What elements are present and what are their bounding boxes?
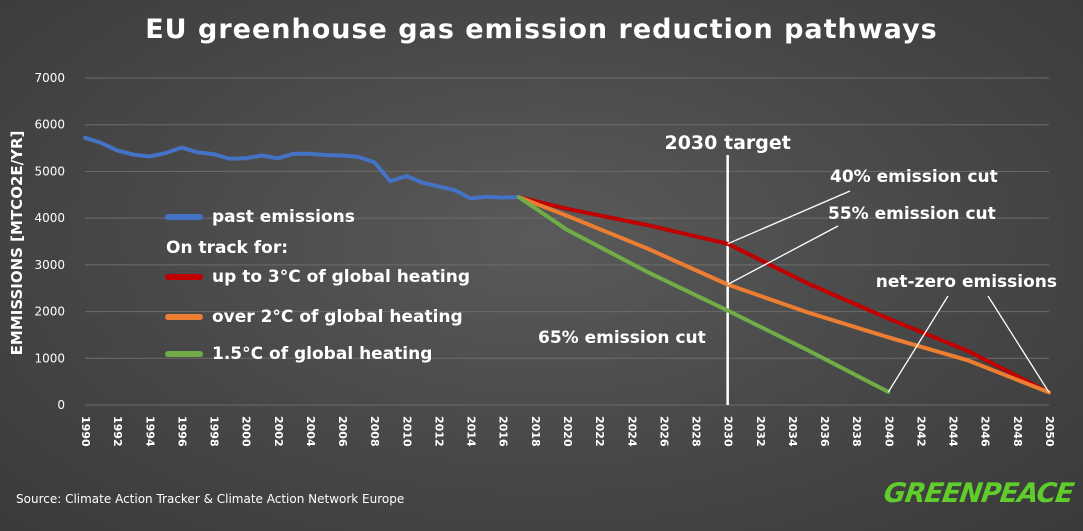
x-tick-label: 1992: [111, 416, 124, 447]
greenpeace-logo: GREENPEACE: [881, 478, 1076, 509]
target-marker: 2030 target: [664, 132, 791, 405]
annotation-label: net-zero emissions: [876, 272, 1057, 292]
x-tick-label: 2046: [979, 416, 992, 447]
x-tick-label: 2000: [240, 416, 253, 447]
x-tick-label: 2030: [722, 416, 735, 447]
annotation-leader: [887, 295, 949, 393]
y-tick-label: 6000: [34, 118, 65, 132]
x-tick-label: 2044: [947, 416, 960, 447]
x-tick-label: 2024: [625, 416, 638, 447]
x-tick-label: 2004: [304, 416, 317, 447]
x-tick-label: 1996: [175, 416, 188, 447]
x-tick-label: 2014: [465, 416, 478, 447]
x-tick-label: 2038: [850, 416, 863, 447]
grid-lines: [85, 77, 1049, 406]
series-line: [83, 135, 521, 201]
x-tick-label: 1990: [79, 416, 92, 447]
x-tick-label: 2008: [368, 416, 381, 447]
x-tick-label: 2048: [1011, 416, 1024, 447]
y-axis-label: EMMISSIONS [MTCO2E/YR]: [8, 131, 26, 356]
x-tick-label: 2022: [593, 416, 606, 447]
annotation-leader: [987, 295, 1050, 393]
x-tick-label: 2012: [432, 416, 445, 447]
source-note: Source: Climate Action Tracker & Climate…: [16, 492, 405, 506]
y-tick-labels: 0 1000 2000 3000 4000 5000 6000 7000: [34, 71, 65, 412]
x-tick-label: 2016: [497, 416, 510, 447]
x-tick-label: 2032: [754, 416, 767, 447]
annotation-leader: [727, 190, 851, 245]
target-label: 2030 target: [664, 132, 790, 154]
legend-label: over 2°C of global heating: [212, 307, 463, 327]
legend-header: On track for:: [166, 238, 288, 258]
annotation-label: 55% emission cut: [828, 204, 996, 224]
annotation-leaders: [727, 190, 1050, 393]
series-line: [516, 195, 1051, 395]
y-tick-label: 2000: [34, 305, 65, 319]
y-tick-label: 5000: [34, 164, 65, 178]
y-tick-label: 3000: [34, 258, 65, 272]
chart-title: EU greenhouse gas emission reduction pat…: [145, 14, 938, 45]
x-tick-label: 2040: [882, 416, 895, 447]
legend-label: past emissions: [212, 207, 355, 227]
x-tick-label: 2010: [400, 416, 413, 447]
annotation-label: 40% emission cut: [830, 167, 998, 187]
annotation-leader: [727, 225, 839, 286]
x-tick-label: 2018: [529, 416, 542, 447]
y-tick-label: 4000: [34, 211, 65, 225]
legend-label: up to 3°C of global heating: [212, 267, 470, 287]
annotation-label: 65% emission cut: [538, 328, 706, 348]
x-tick-label: 2042: [914, 416, 927, 447]
x-tick-label: 2020: [561, 416, 574, 447]
legend-label: 1.5°C of global heating: [212, 344, 432, 364]
x-tick-label: 2006: [336, 416, 349, 447]
annotation-labels: 40% emission cut 55% emission cut 65% emis…: [538, 167, 1057, 348]
y-tick-label: 0: [57, 398, 65, 412]
series-line: [516, 195, 891, 394]
legend: past emissions On track for: up to 3°C of …: [165, 207, 470, 364]
x-tick-label: 2026: [657, 416, 670, 447]
x-tick-label: 2034: [786, 416, 799, 447]
x-tick-label: 2036: [818, 416, 831, 447]
series-line: [516, 195, 1051, 395]
x-tick-label: 2002: [272, 416, 285, 447]
y-tick-label: 1000: [34, 351, 65, 365]
x-tick-label: 1998: [208, 416, 221, 447]
y-tick-label: 7000: [34, 71, 65, 85]
x-tick-label: 2028: [690, 416, 703, 447]
x-tick-label: 2050: [1043, 416, 1056, 447]
x-tick-label: 1994: [143, 416, 156, 447]
x-tick-labels: 1990 1992 1994 1996 1998 2000 2002 2004 2006 2008…: [79, 416, 1056, 447]
